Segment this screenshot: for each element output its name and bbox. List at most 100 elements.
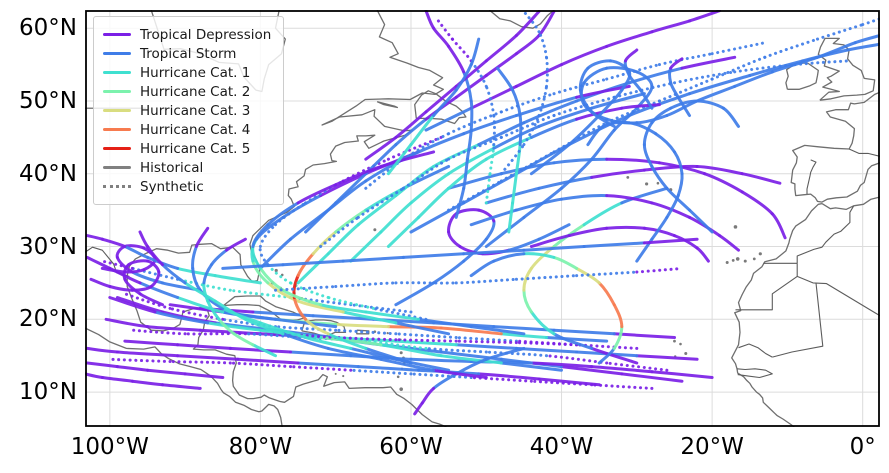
historical-track bbox=[349, 92, 646, 263]
historical-track bbox=[108, 296, 563, 372]
historical-track bbox=[484, 164, 782, 205]
legend-entry-label: Hurricane Cat. 2 bbox=[140, 83, 251, 100]
island-dot bbox=[752, 257, 756, 261]
historical-track bbox=[424, 10, 474, 219]
border-senegal-mauritania-border bbox=[738, 343, 773, 358]
island-dot bbox=[743, 259, 747, 263]
historical-track bbox=[221, 237, 699, 270]
line-swatch-icon bbox=[103, 32, 131, 37]
coastline-africa-atlantic-coast bbox=[731, 202, 823, 427]
legend-entry: Historical bbox=[103, 159, 271, 176]
x-tick-label: 20°W bbox=[680, 434, 744, 460]
historical-track bbox=[89, 259, 164, 307]
island-dot bbox=[386, 332, 389, 335]
x-tick-label: 0° bbox=[849, 434, 876, 460]
border-morocco-algeria-border bbox=[796, 205, 855, 264]
coastline-africa-med-coast bbox=[821, 196, 880, 211]
historical-track bbox=[386, 37, 481, 176]
line-swatch-icon bbox=[103, 146, 131, 151]
line-swatch-icon bbox=[103, 165, 131, 170]
island-dot bbox=[399, 351, 403, 355]
historical-track bbox=[668, 57, 691, 117]
historical-track bbox=[123, 339, 714, 379]
historical-track bbox=[85, 361, 225, 379]
island-dot bbox=[342, 374, 345, 378]
line-swatch-icon bbox=[103, 89, 131, 94]
y-tick-label: 40°N bbox=[19, 160, 77, 187]
coastline-greenland-tip bbox=[488, 10, 555, 29]
legend-entry: Hurricane Cat. 4 bbox=[103, 121, 271, 138]
synthetic-track bbox=[499, 10, 549, 176]
synthetic-track bbox=[108, 357, 654, 390]
line-swatch-icon bbox=[103, 108, 131, 113]
border-senegal-gambia-borders bbox=[736, 368, 773, 379]
legend-entry: Tropical Storm bbox=[103, 45, 271, 62]
legend-entry: Hurricane Cat. 3 bbox=[103, 102, 271, 119]
legend-entry-label: Tropical Storm bbox=[140, 45, 237, 62]
historical-track bbox=[469, 252, 624, 365]
line-swatch-icon bbox=[103, 127, 131, 132]
y-tick-label: 60°N bbox=[19, 15, 77, 42]
legend-entry-label: Hurricane Cat. 3 bbox=[140, 102, 251, 119]
historical-track bbox=[138, 230, 488, 379]
synthetic-track bbox=[274, 266, 684, 292]
border-wsahara-mauritania-border bbox=[735, 263, 798, 311]
island-dot bbox=[731, 258, 735, 262]
legend-entry: Tropical Depression bbox=[103, 26, 271, 43]
x-tick-label: 40°W bbox=[529, 434, 594, 460]
y-tick-label: 30°N bbox=[19, 233, 77, 260]
legend-entry-label: Hurricane Cat. 1 bbox=[140, 64, 251, 81]
line-swatch-icon bbox=[103, 51, 131, 56]
border-mauritania-mali-border bbox=[772, 282, 824, 358]
legend-entry: Hurricane Cat. 2 bbox=[103, 83, 271, 100]
historical-track bbox=[529, 59, 632, 176]
coastline-great-britain bbox=[817, 37, 876, 101]
synthetic-track bbox=[447, 17, 880, 212]
island-dot bbox=[673, 339, 676, 343]
coastline-europe-coast bbox=[790, 91, 880, 203]
island-dot bbox=[274, 268, 278, 273]
x-tick-label: 100°W bbox=[70, 434, 149, 460]
map-plot-area bbox=[85, 10, 880, 427]
y-tick-label: 10°N bbox=[19, 379, 77, 406]
historical-track bbox=[623, 48, 654, 110]
island-dot bbox=[725, 261, 729, 265]
legend-entry: Hurricane Cat. 1 bbox=[103, 64, 271, 81]
island-dot bbox=[684, 351, 688, 355]
legend-entry: Hurricane Cat. 5 bbox=[103, 140, 271, 157]
island-dot bbox=[645, 182, 649, 186]
legend-entry-label: Tropical Depression bbox=[140, 26, 272, 43]
x-tick-label: 60°W bbox=[379, 434, 443, 460]
historical-track bbox=[304, 10, 556, 234]
legend-entry-label: Historical bbox=[140, 159, 204, 176]
historical-track bbox=[85, 346, 601, 387]
storm-tracks bbox=[85, 10, 880, 416]
island-dot bbox=[626, 175, 630, 179]
border-algeria-mali-border bbox=[796, 275, 880, 317]
island-dot bbox=[733, 225, 738, 229]
historical-track bbox=[85, 234, 262, 285]
dotted-line-swatch-icon bbox=[103, 185, 131, 188]
coastline-pacific-coast bbox=[85, 327, 283, 427]
historical-track bbox=[364, 10, 541, 161]
legend-entry-label: Synthetic bbox=[140, 178, 204, 195]
island-dot bbox=[735, 257, 740, 261]
legend-box: Tropical Depression Tropical Storm Hurrica… bbox=[93, 16, 285, 205]
historical-track bbox=[85, 372, 202, 390]
coastline-north-america-coast bbox=[126, 10, 445, 403]
island-dot bbox=[758, 252, 762, 256]
line-swatch-icon bbox=[103, 70, 131, 75]
border-france-spain-border bbox=[848, 148, 880, 157]
x-tick-label: 80°W bbox=[228, 434, 293, 460]
y-tick-label: 20°N bbox=[19, 306, 77, 333]
historical-track bbox=[191, 226, 451, 372]
legend-entry-label: Hurricane Cat. 5 bbox=[140, 140, 251, 157]
coastline-ireland bbox=[785, 62, 819, 90]
island-dot bbox=[396, 375, 400, 379]
coastline-anticosti bbox=[376, 101, 399, 109]
axes-border bbox=[85, 10, 880, 427]
island-dot bbox=[679, 342, 682, 346]
y-tick-label: 50°N bbox=[19, 87, 77, 114]
border-portugal-spain-border bbox=[806, 159, 817, 195]
